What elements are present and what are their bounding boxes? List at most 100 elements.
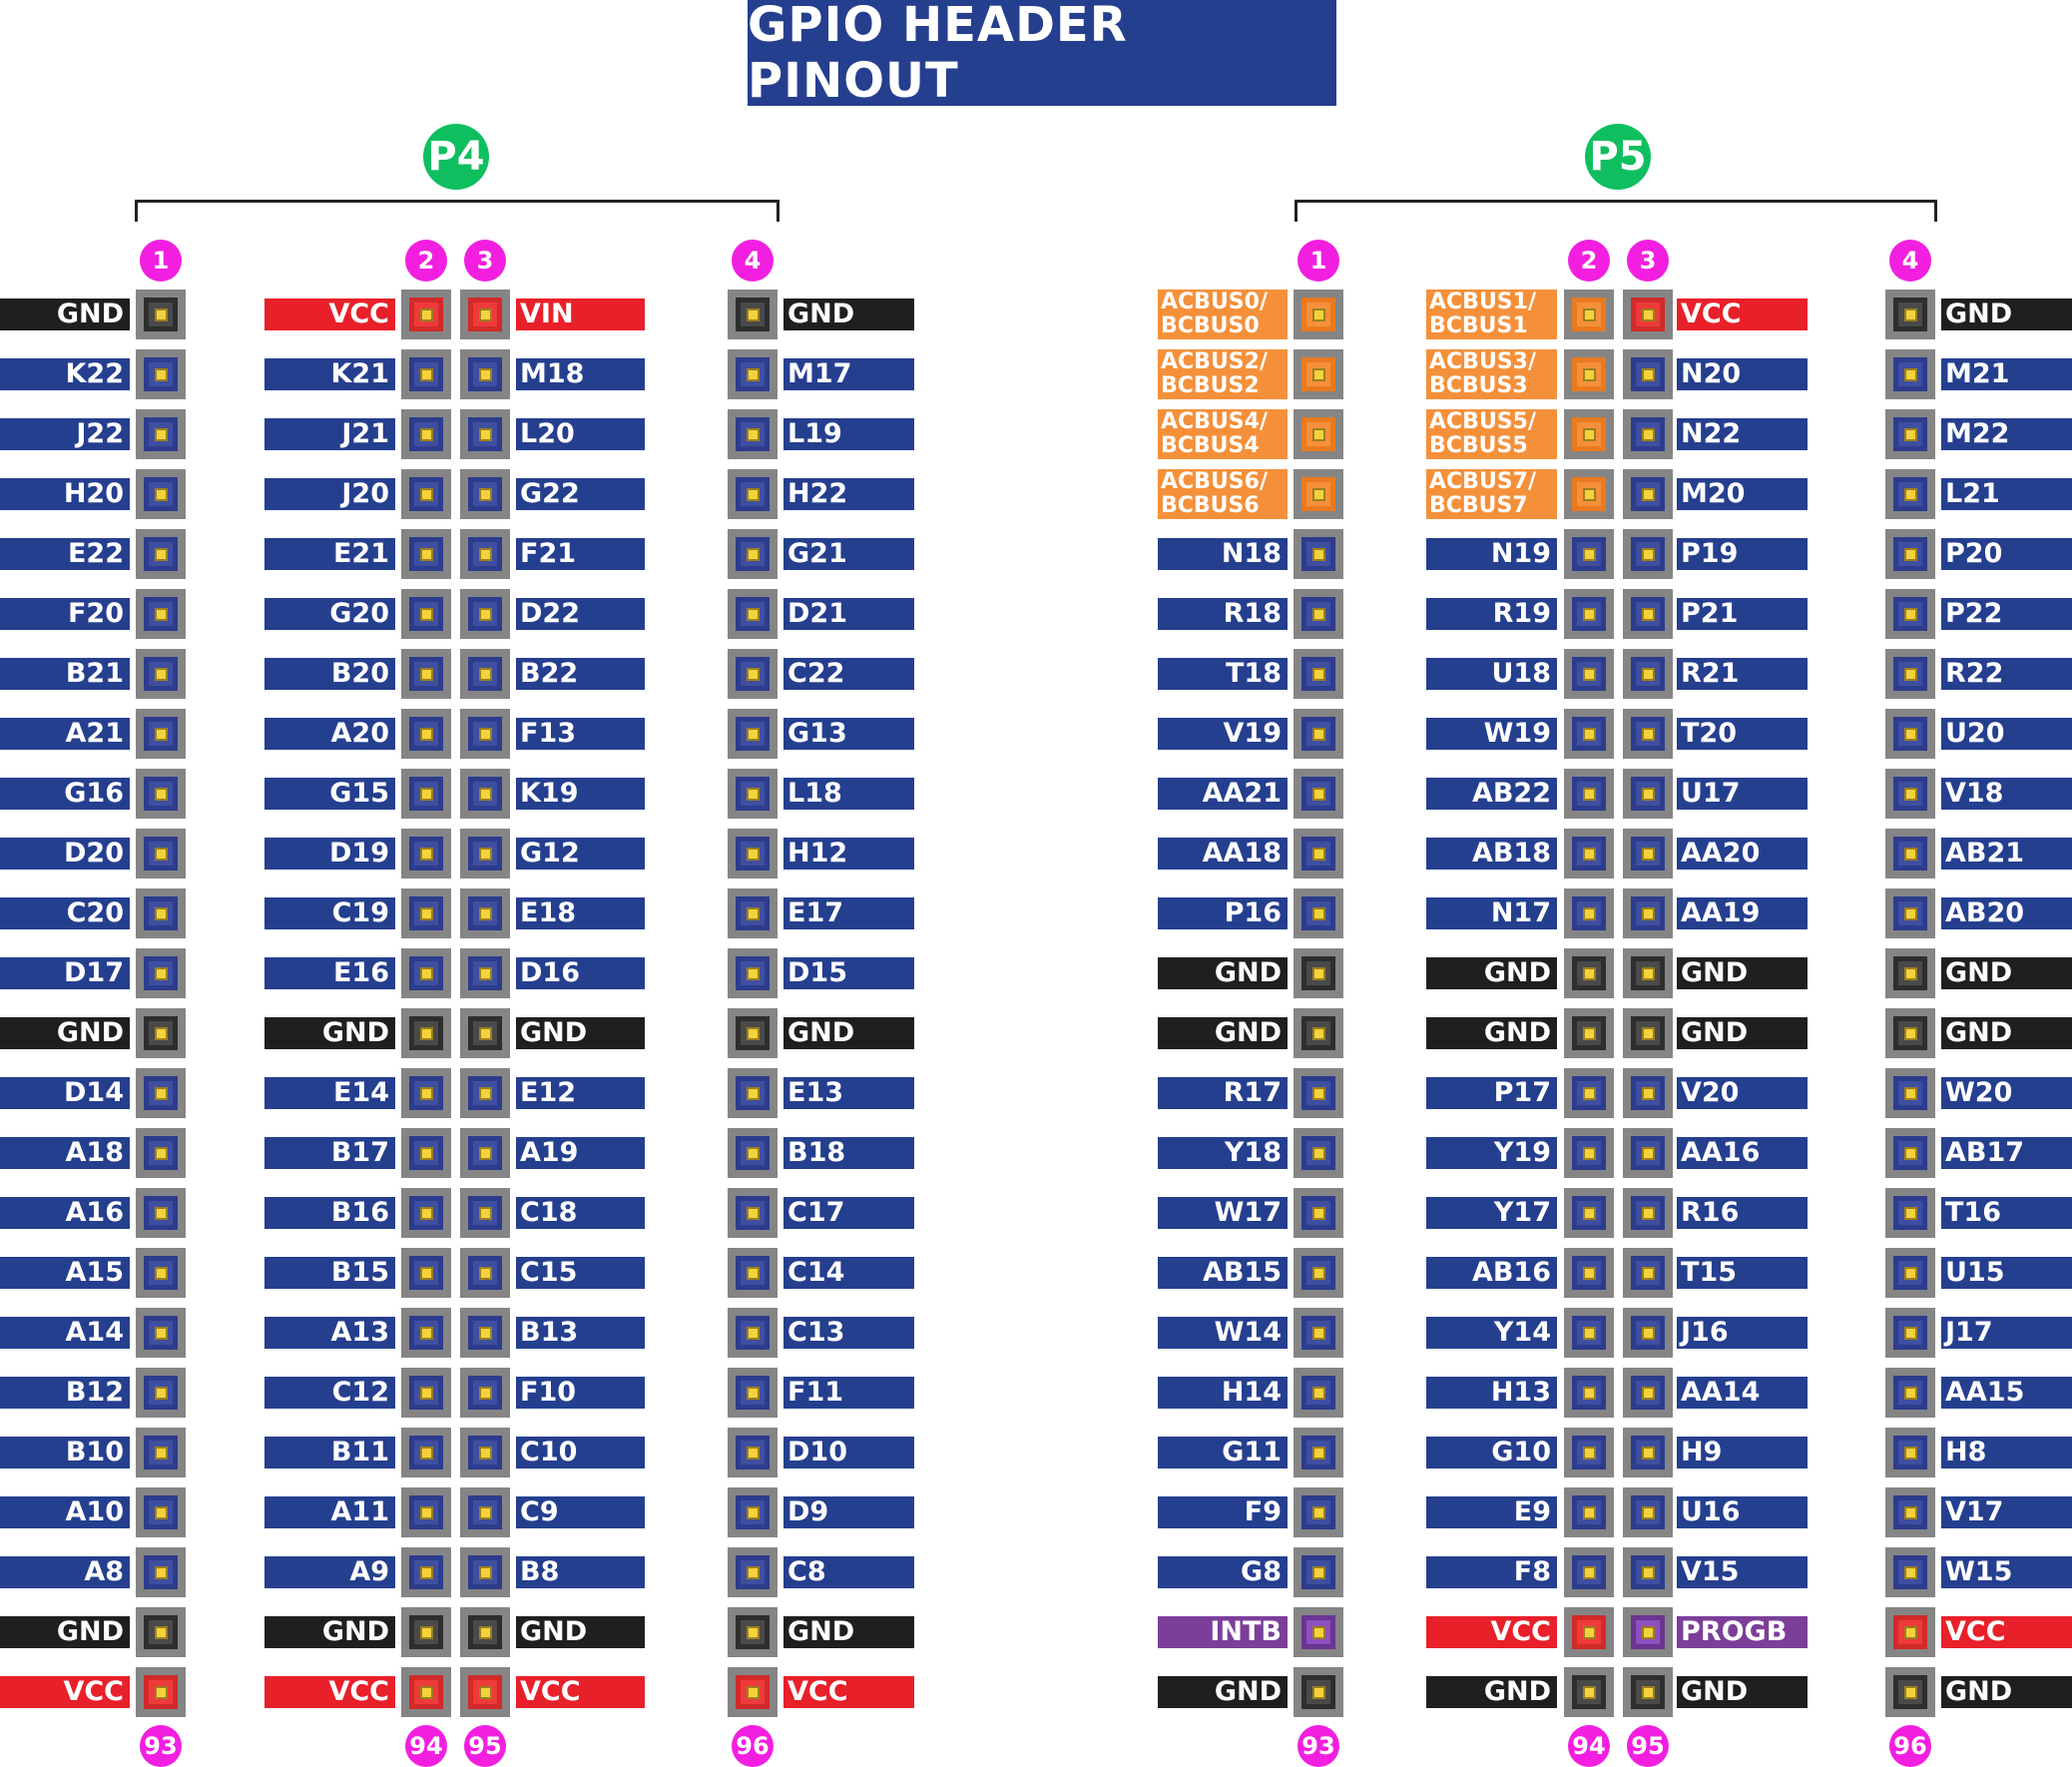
p5-pin[interactable] [1564, 769, 1614, 819]
p4-pin[interactable] [728, 1667, 777, 1717]
p5-pin[interactable] [1885, 649, 1935, 699]
p5-pin[interactable] [1294, 1128, 1343, 1178]
p4-pin[interactable] [728, 1607, 777, 1657]
p4-pin[interactable] [401, 589, 451, 639]
p5-pin[interactable] [1885, 290, 1935, 339]
p5-pin[interactable] [1564, 1487, 1614, 1537]
p4-pin[interactable] [401, 1068, 451, 1118]
p4-pin[interactable] [460, 948, 510, 998]
p5-pin[interactable] [1294, 1547, 1343, 1597]
p4-pin[interactable] [728, 1487, 777, 1537]
p5-pin[interactable] [1564, 649, 1614, 699]
p5-pin[interactable] [1564, 1068, 1614, 1118]
p4-pin[interactable] [728, 529, 777, 579]
p4-pin[interactable] [401, 1607, 451, 1657]
p5-pin[interactable] [1564, 409, 1614, 459]
p4-pin[interactable] [401, 1248, 451, 1298]
p4-pin[interactable] [136, 1068, 186, 1118]
p5-pin[interactable] [1623, 829, 1673, 879]
p4-pin[interactable] [136, 290, 186, 339]
p5-pin[interactable] [1623, 349, 1673, 399]
p5-pin[interactable] [1294, 1487, 1343, 1537]
p4-pin[interactable] [460, 409, 510, 459]
p4-pin[interactable] [728, 469, 777, 519]
p5-pin[interactable] [1885, 409, 1935, 459]
p4-pin[interactable] [460, 1188, 510, 1238]
p5-pin[interactable] [1564, 349, 1614, 399]
p4-pin[interactable] [460, 709, 510, 759]
p5-pin[interactable] [1294, 290, 1343, 339]
p4-pin[interactable] [460, 469, 510, 519]
p5-pin[interactable] [1564, 1667, 1614, 1717]
p4-pin[interactable] [401, 529, 451, 579]
p4-pin[interactable] [728, 1128, 777, 1178]
p5-pin[interactable] [1623, 1607, 1673, 1657]
p5-pin[interactable] [1623, 948, 1673, 998]
p4-pin[interactable] [136, 1008, 186, 1058]
p5-pin[interactable] [1564, 1607, 1614, 1657]
p5-pin[interactable] [1623, 709, 1673, 759]
p5-pin[interactable] [1885, 469, 1935, 519]
p4-pin[interactable] [401, 1008, 451, 1058]
p5-pin[interactable] [1623, 1008, 1673, 1058]
p4-pin[interactable] [728, 409, 777, 459]
p4-pin[interactable] [460, 1428, 510, 1477]
p4-pin[interactable] [728, 1188, 777, 1238]
p4-pin[interactable] [460, 1248, 510, 1298]
p4-pin[interactable] [460, 829, 510, 879]
p5-pin[interactable] [1294, 1368, 1343, 1418]
p4-pin[interactable] [401, 829, 451, 879]
p5-pin[interactable] [1885, 1308, 1935, 1358]
p4-pin[interactable] [728, 589, 777, 639]
p4-pin[interactable] [460, 769, 510, 819]
p5-pin[interactable] [1623, 1547, 1673, 1597]
p5-pin[interactable] [1294, 1008, 1343, 1058]
p4-pin[interactable] [136, 1607, 186, 1657]
p5-pin[interactable] [1623, 888, 1673, 938]
p5-pin[interactable] [1623, 1667, 1673, 1717]
p4-pin[interactable] [401, 349, 451, 399]
p4-pin[interactable] [136, 349, 186, 399]
p5-pin[interactable] [1885, 1008, 1935, 1058]
p4-pin[interactable] [460, 1487, 510, 1537]
p5-pin[interactable] [1885, 829, 1935, 879]
p5-pin[interactable] [1294, 649, 1343, 699]
p5-pin[interactable] [1623, 409, 1673, 459]
p5-pin[interactable] [1885, 1248, 1935, 1298]
p5-pin[interactable] [1294, 1308, 1343, 1358]
p5-pin[interactable] [1885, 1188, 1935, 1238]
p5-pin[interactable] [1564, 1368, 1614, 1418]
p4-pin[interactable] [460, 589, 510, 639]
p5-pin[interactable] [1564, 888, 1614, 938]
p4-pin[interactable] [728, 948, 777, 998]
p4-pin[interactable] [136, 1547, 186, 1597]
p5-pin[interactable] [1623, 1368, 1673, 1418]
p5-pin[interactable] [1294, 769, 1343, 819]
p5-pin[interactable] [1623, 1068, 1673, 1118]
p4-pin[interactable] [401, 409, 451, 459]
p5-pin[interactable] [1294, 709, 1343, 759]
p5-pin[interactable] [1294, 1667, 1343, 1717]
p5-pin[interactable] [1885, 529, 1935, 579]
p5-pin[interactable] [1564, 469, 1614, 519]
p5-pin[interactable] [1564, 829, 1614, 879]
p5-pin[interactable] [1564, 290, 1614, 339]
p5-pin[interactable] [1294, 948, 1343, 998]
p5-pin[interactable] [1885, 948, 1935, 998]
p4-pin[interactable] [401, 769, 451, 819]
p5-pin[interactable] [1564, 1128, 1614, 1178]
p4-pin[interactable] [401, 709, 451, 759]
p4-pin[interactable] [460, 1368, 510, 1418]
p5-pin[interactable] [1564, 529, 1614, 579]
p4-pin[interactable] [136, 1308, 186, 1358]
p4-pin[interactable] [728, 1547, 777, 1597]
p5-pin[interactable] [1294, 349, 1343, 399]
p4-pin[interactable] [460, 290, 510, 339]
p4-pin[interactable] [460, 529, 510, 579]
p4-pin[interactable] [728, 1308, 777, 1358]
p5-pin[interactable] [1623, 529, 1673, 579]
p5-pin[interactable] [1564, 1428, 1614, 1477]
p5-pin[interactable] [1294, 1188, 1343, 1238]
p5-pin[interactable] [1885, 349, 1935, 399]
p4-pin[interactable] [401, 888, 451, 938]
